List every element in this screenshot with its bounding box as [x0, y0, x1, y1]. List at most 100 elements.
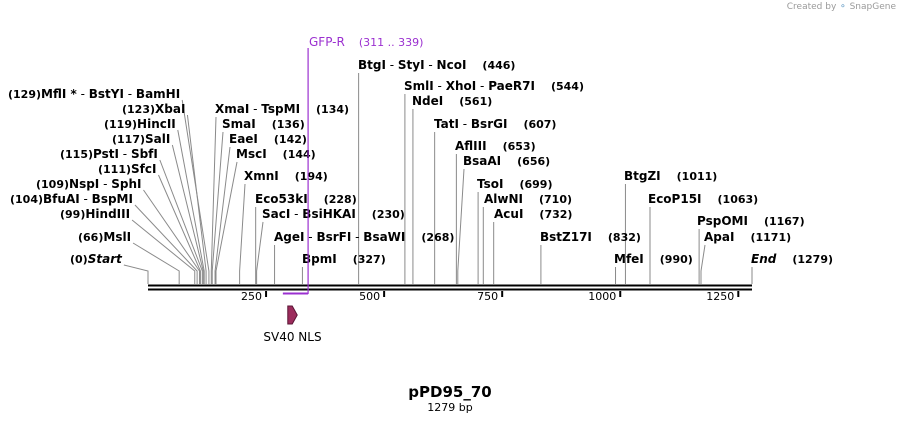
site-position: (136) — [272, 118, 305, 131]
site-label: (0)Start — [70, 252, 123, 266]
enzyme-name: BsaWI — [363, 230, 405, 244]
site-tsoi[interactable]: TsoI (699) — [477, 177, 552, 191]
site-mfli[interactable]: (129)MflI * - BstYI - BamHI — [8, 87, 180, 101]
enzyme-name: TsoI — [477, 177, 503, 191]
leader-line — [158, 174, 201, 284]
leader-line — [186, 114, 207, 284]
site-sali[interactable]: (117)SalI — [112, 132, 170, 146]
site-position: (699) — [519, 178, 552, 191]
site-agei[interactable]: AgeI - BsrFI - BsaWI (268) — [274, 230, 454, 244]
enzyme-name: XmnI — [244, 169, 279, 183]
leader-line — [215, 161, 238, 284]
enzyme-name: MslI — [103, 230, 131, 244]
site-nspi[interactable]: (109)NspI - SphI — [36, 177, 142, 191]
site-position: (1063) — [718, 193, 759, 206]
site-saci[interactable]: SacI - BsiHKAI (230) — [262, 207, 405, 221]
site-tati[interactable]: TatI - BsrGI (607) — [434, 117, 556, 131]
site-smai[interactable]: SmaI (136) — [222, 117, 305, 131]
enzyme-name: EaeI — [229, 132, 258, 146]
site-alwni[interactable]: AlwNI (710) — [484, 192, 572, 206]
site-mfei[interactable]: MfeI (990) — [614, 252, 693, 266]
site-bfuai[interactable]: (104)BfuAI - BspMI — [10, 192, 133, 206]
leader-line — [256, 221, 264, 284]
site-smli[interactable]: SmlI - XhoI - PaeR7I (544) — [404, 79, 584, 93]
primer-label: GFP-R (311 .. 339) — [309, 35, 423, 49]
tick-label: 500 — [359, 290, 380, 303]
site-start[interactable]: (0)Start — [70, 252, 123, 266]
site-label: SmlI - XhoI - PaeR7I (544) — [404, 79, 584, 93]
site-label: (109)NspI - SphI — [36, 177, 142, 191]
site-position: (990) — [660, 253, 693, 266]
site-position: (115) — [60, 148, 93, 161]
site-hincii[interactable]: (119)HincII — [104, 117, 176, 131]
site-ndei[interactable]: NdeI (561) — [412, 94, 492, 108]
site-label: BpmI (327) — [302, 252, 386, 266]
site-btgzi[interactable]: BtgZI (1011) — [624, 169, 717, 183]
enzyme-name: BspMI — [92, 192, 133, 206]
enzyme-name: MfeI — [614, 252, 644, 266]
site-btgi[interactable]: BtgI - StyI - NcoI (446) — [358, 58, 515, 72]
site-bsaai[interactable]: BsaAI (656) — [463, 154, 550, 168]
site-position: (1011) — [677, 170, 718, 183]
site-end[interactable]: End (1279) — [751, 252, 833, 266]
site-eaei[interactable]: EaeI (142) — [229, 132, 307, 146]
site-afliii[interactable]: AflIII (653) — [455, 139, 536, 153]
site-position: (1279) — [792, 253, 833, 266]
site-position: (142) — [274, 133, 307, 146]
enzyme-name: BsrGI — [471, 117, 508, 131]
site-bstz17i[interactable]: BstZ17I (832) — [540, 230, 641, 244]
site-ecop15i[interactable]: EcoP15I (1063) — [648, 192, 758, 206]
site-position: (109) — [36, 178, 69, 191]
enzyme-name: XbaI — [155, 102, 185, 116]
site-position: (732) — [539, 208, 572, 221]
site-label: MfeI (990) — [614, 252, 693, 266]
leader-line — [131, 219, 196, 284]
feature-sv40-nls[interactable]: SV40 NLS — [263, 305, 322, 344]
enzyme-name: AflIII — [455, 139, 487, 153]
enzyme-name: XmaI — [215, 102, 249, 116]
enzyme-name: Start — [88, 252, 123, 266]
site-label: AlwNI (710) — [484, 192, 572, 206]
site-label: (111)SfcI — [98, 162, 156, 176]
enzyme-name: BsiHKAI — [302, 207, 356, 221]
site-sfci[interactable]: (111)SfcI — [98, 162, 156, 176]
leader-line — [123, 264, 149, 284]
site-xmai[interactable]: XmaI - TspMI (134) — [215, 102, 349, 116]
site-xmni[interactable]: XmnI (194) — [244, 169, 328, 183]
site-pspomi[interactable]: PspOMI (1167) — [697, 214, 805, 228]
site-position: (607) — [523, 118, 556, 131]
site-acui[interactable]: AcuI (732) — [494, 207, 572, 221]
site-label: (123)XbaI — [122, 102, 185, 116]
site-bpmi[interactable]: BpmI (327) — [302, 252, 386, 266]
enzyme-name: NdeI — [412, 94, 443, 108]
site-label: XmnI (194) — [244, 169, 328, 183]
enzyme-name: SacI — [262, 207, 290, 221]
site-label: (115)PstI - SbfI — [60, 147, 158, 161]
site-eco53ki[interactable]: Eco53kI (228) — [255, 192, 357, 206]
enzyme-name: ApaI — [704, 230, 734, 244]
site-hindiii[interactable]: (99)HindIII — [60, 207, 130, 221]
site-apai[interactable]: ApaI (1171) — [704, 230, 791, 244]
site-msli[interactable]: (66)MslI — [78, 230, 131, 244]
site-position: (653) — [503, 140, 536, 153]
site-position: (1167) — [764, 215, 805, 228]
enzyme-name: AlwNI — [484, 192, 523, 206]
site-psti[interactable]: (115)PstI - SbfI — [60, 147, 158, 161]
enzyme-name: BstYI — [89, 87, 124, 101]
dna-backbone — [148, 284, 752, 291]
leader-line — [132, 242, 180, 284]
site-xbai[interactable]: (123)XbaI — [122, 102, 185, 116]
site-label: (104)BfuAI - BspMI — [10, 192, 133, 206]
site-position: (134) — [316, 103, 349, 116]
enzyme-name: HincII — [137, 117, 176, 131]
tick-label: 1000 — [588, 290, 616, 303]
site-position: (710) — [539, 193, 572, 206]
primer-gfp-r[interactable]: GFP-R (311 .. 339) — [282, 35, 424, 295]
site-label: SmaI (136) — [222, 117, 305, 131]
snapgene-credit: Created by ⚬ SnapGene — [787, 2, 896, 12]
site-position: (1171) — [750, 231, 791, 244]
site-msci[interactable]: MscI (144) — [236, 147, 316, 161]
enzyme-name: End — [751, 252, 777, 266]
site-position: (544) — [551, 80, 584, 93]
site-label: (66)MslI — [78, 230, 131, 244]
